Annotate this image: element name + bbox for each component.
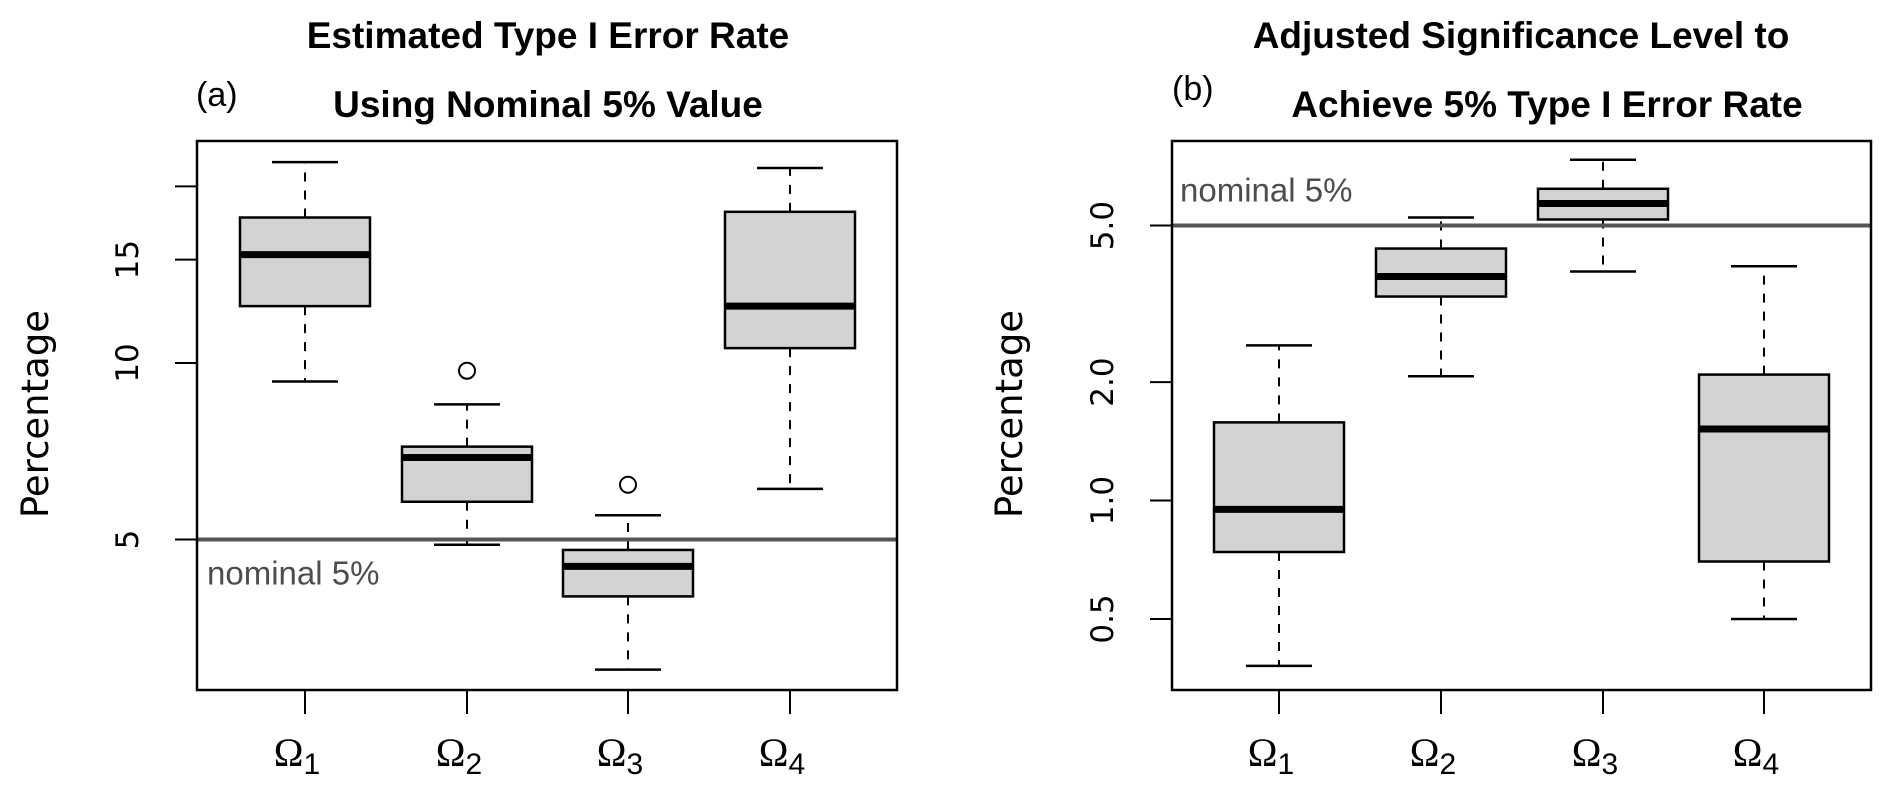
box-3 [561,475,695,671]
panel-b-tag: (b) [1172,70,1214,108]
box-iqr [1374,247,1508,298]
panel-b-title-line2: Achieve 5% Type I Error Rate [1291,84,1802,125]
panel-a-plot-area: 5 10 15 nominal 5% Ω1 Ω2 Ω3 Ω4 [110,139,899,781]
x-tick-label-subscript: 2 [1440,748,1457,781]
y-tick-label: 1.0 [1085,476,1121,525]
panel-a-y-axis-label: Percentage [14,310,57,518]
x-tick-label: Ω2 [1410,730,1456,781]
plot-frame [1170,139,1873,692]
box-iqr [561,548,695,598]
box-1 [1212,344,1346,668]
panel-b-plot-area: 0.5 1.0 2.0 5.0 nominal 5% Ω1 Ω2 Ω3 Ω4 [1085,139,1873,781]
reference-line-label: nominal 5% [1180,172,1352,209]
y-tick-label: 15 [110,240,146,279]
y-tick-label: 2.0 [1085,357,1121,406]
panel-a-title-line2: Using Nominal 5% Value [333,84,763,125]
panel-a-title-line1: Estimated Type I Error Rate [307,15,790,56]
panel-b: Adjusted Significance Level to Achieve 5… [988,15,1873,781]
x-tick-label: Ω4 [759,730,805,781]
box-4 [1697,264,1831,621]
x-tick-label: Ω4 [1733,730,1779,781]
outlier-point [458,361,476,380]
x-tick-label-subscript: 3 [1602,748,1619,781]
x-tick-label-subscript: 4 [789,748,806,781]
x-tick-label: Ω3 [597,730,643,781]
x-tick-label: Ω1 [1248,730,1294,781]
panel-b-y-axis-label: Percentage [988,310,1031,518]
y-tick-label: 10 [110,343,146,382]
x-tick-label-subscript: 1 [304,748,321,781]
box-2 [400,361,534,546]
box-iqr [1212,421,1346,554]
box-3 [1536,158,1670,273]
x-tick-label: Ω3 [1572,730,1618,781]
outlier-point [619,475,637,494]
panel-a-tag: (a) [196,76,238,114]
x-tick-label: Ω1 [274,730,320,781]
x-tick-label: Ω2 [436,730,482,781]
reference-line-label: nominal 5% [207,555,379,592]
panel-b-title-line1: Adjusted Significance Level to [1253,15,1790,56]
box-iqr [723,210,857,350]
x-tick-label-subscript: 2 [466,748,483,781]
box-iqr [1697,373,1831,563]
x-tick-label-subscript: 4 [1763,748,1780,781]
y-tick-label: 0.5 [1085,594,1121,643]
y-tick-label: 5 [110,530,146,550]
plot-frame [195,139,899,692]
panel-a: Estimated Type I Error Rate Using Nomina… [14,15,899,781]
box-4 [723,166,857,491]
box-1 [238,160,372,383]
box-iqr [238,216,372,308]
box-2 [1374,216,1508,378]
y-tick-label: 5.0 [1085,201,1121,250]
x-tick-label-subscript: 1 [1278,748,1295,781]
x-tick-label-subscript: 3 [627,748,644,781]
